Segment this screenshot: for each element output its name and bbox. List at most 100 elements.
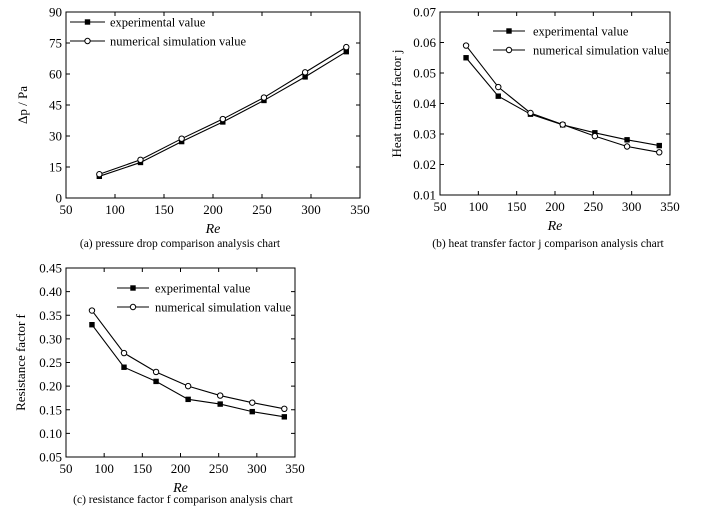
x-tick-label: 150 (507, 199, 527, 214)
data-point-square (592, 130, 598, 136)
series-line-2 (91, 310, 285, 410)
chart-panel-3: 50 100 150 200 250 300 350 0.05 0.10 0.15 0.20 0.25… (13, 261, 305, 507)
legend-label: experimental value (155, 282, 251, 296)
x-tick-label: 150 (133, 461, 153, 476)
x-tick-label: 250 (209, 461, 229, 476)
x-tick-label: 100 (94, 461, 114, 476)
y-tick-label: 15 (49, 160, 62, 175)
data-point-circle (495, 83, 502, 91)
x-tick-label: 350 (350, 202, 370, 217)
y-tick-label: 0.06 (413, 35, 436, 50)
chart-panel-2: 50 100 150 200 250 300 350 0.01 0.02 0.03 0.04 0.05… (389, 5, 680, 251)
series-line-2 (465, 45, 660, 153)
y-tick-label: 30 (49, 129, 62, 144)
data-point-circle (219, 115, 227, 123)
x-tick-label: 300 (247, 461, 267, 476)
data-point-circle (184, 382, 192, 390)
y-tick-label: 0.04 (413, 96, 436, 111)
data-point-circle (462, 42, 470, 49)
y-tick-label: 60 (49, 67, 62, 82)
figure-caption: (a) pressure drop comparison analysis ch… (80, 238, 281, 250)
x-axis-label: Re (172, 481, 188, 496)
data-point-square (302, 74, 308, 80)
y-tick-label: 0.25 (39, 355, 62, 370)
chart-panel-1: 50 100 150 200 250 300 350 0 15 30 45 60 75 90 Re Δp / … (15, 5, 370, 251)
data-point-circle (527, 109, 534, 117)
data-point-circle (260, 94, 268, 101)
data-point-circle (137, 156, 144, 163)
data-point-circle (301, 69, 309, 76)
x-axis-label: Re (205, 222, 221, 237)
legend-label: numerical simulation value (110, 35, 247, 49)
y-tick-label: 0.30 (39, 331, 62, 346)
y-tick-label: 0.10 (39, 426, 62, 441)
data-point-square (343, 48, 349, 55)
y-tick-label: 0.07 (413, 5, 436, 20)
x-tick-label: 100 (469, 199, 489, 214)
y-tick-label: 0.01 (413, 188, 436, 203)
data-point-square (185, 396, 191, 403)
y-tick-label: 75 (49, 36, 62, 51)
x-tick-label: 150 (154, 202, 174, 217)
x-tick-label: 50 (434, 199, 447, 214)
x-tick-label: 200 (171, 461, 191, 476)
legend-label: numerical simulation value (155, 301, 292, 315)
data-point-square (624, 137, 630, 143)
y-tick-label: 90 (49, 5, 62, 20)
data-point-square (495, 93, 501, 99)
data-point-square (281, 414, 288, 420)
legend-marker-circle (84, 37, 91, 45)
y-tick-label: 0 (56, 191, 63, 206)
x-tick-label: 200 (203, 202, 223, 217)
y-tick-label: 0.45 (39, 261, 62, 276)
plot-frame (65, 267, 296, 458)
y-tick-label: 0.05 (39, 450, 62, 465)
data-point-circle (559, 121, 566, 128)
x-tick-label: 50 (60, 461, 73, 476)
x-tick-label: 300 (301, 202, 321, 217)
x-tick-label: 200 (545, 199, 565, 214)
y-tick-label: 0.40 (39, 284, 62, 299)
y-axis-label: Resistance factor f (13, 313, 28, 410)
data-point-square (153, 378, 159, 385)
data-point-circle (623, 143, 631, 150)
data-point-circle (88, 307, 96, 314)
data-point-square (217, 401, 223, 407)
figure-caption: (c) resistance factor f comparison analy… (73, 494, 293, 506)
x-tick-label: 250 (584, 199, 604, 214)
series-line-1 (465, 57, 660, 147)
x-tick-label: 250 (252, 202, 272, 217)
legend-marker-circle (129, 303, 137, 311)
series-line-2 (99, 46, 347, 175)
y-tick-label: 0.15 (39, 402, 62, 417)
x-tick-label: 350 (285, 461, 305, 476)
figure-caption: (b) heat transfer factor j comparison an… (432, 238, 664, 250)
data-point-circle (591, 132, 599, 140)
y-axis-label: Δp / Pa (15, 86, 30, 124)
y-tick-label: 45 (49, 98, 62, 113)
x-tick-label: 350 (660, 199, 680, 214)
plot-frame (439, 11, 671, 196)
x-tick-label: 50 (60, 202, 73, 217)
y-tick-label: 0.02 (413, 157, 436, 172)
data-point-square (656, 142, 662, 149)
data-point-circle (656, 149, 663, 156)
y-tick-label: 0.20 (39, 379, 62, 394)
data-point-circle (152, 368, 160, 376)
data-point-circle (96, 171, 103, 178)
data-point-circle (249, 399, 256, 406)
legend-label: numerical simulation value (533, 44, 670, 58)
x-tick-label: 100 (105, 202, 125, 217)
legend-label: experimental value (110, 16, 206, 30)
y-tick-label: 0.03 (413, 127, 436, 142)
data-point-circle (178, 135, 185, 142)
legend-label: experimental value (533, 25, 629, 39)
data-point-square (89, 322, 95, 328)
data-point-square (121, 364, 127, 370)
x-tick-label: 300 (622, 199, 642, 214)
data-point-circle (120, 349, 128, 357)
legend-marker-square (130, 285, 136, 291)
legend-marker-square (84, 19, 91, 25)
data-point-square (249, 408, 255, 415)
data-point-circle (281, 405, 288, 413)
